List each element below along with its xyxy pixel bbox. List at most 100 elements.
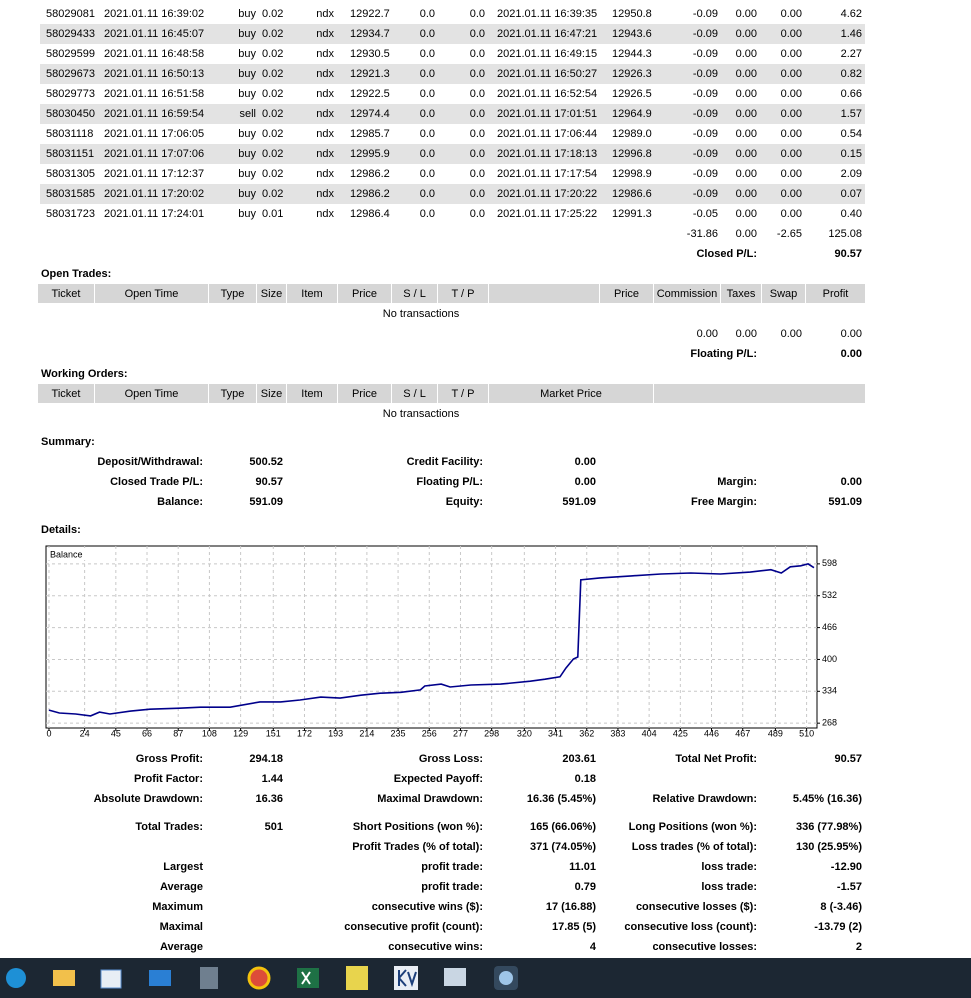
trade-cell: -0.09 [693,168,718,180]
trade-cell: 0.02 [262,108,283,120]
x-tick-label: 256 [422,728,437,738]
x-tick-label: 24 [80,728,90,738]
trade-cell: 0.0 [470,108,485,120]
trade-cell: 0.00 [736,108,757,120]
stat-value: 165 (66.06%) [530,821,596,833]
y-tick-label: 532 [822,590,837,600]
trade-cell: 2021.01.11 17:12:37 [104,168,204,180]
trade-cell: 0.00 [736,28,757,40]
x-tick-label: 446 [704,728,719,738]
trade-cell: 12930.5 [350,48,390,60]
header-cell: S / L [403,288,426,300]
trade-cell: 2021.01.11 16:50:13 [104,68,204,80]
stat-label: Maximum [152,901,203,913]
trade-cell: 0.02 [262,88,283,100]
trade-cell: 2021.01.11 17:24:01 [104,208,204,220]
taskbar-bg [0,958,971,998]
mail-icon[interactable] [149,970,171,986]
stat-label: Maximal [160,921,203,933]
trade-cell: 12986.4 [350,208,390,220]
stat-label: consecutive wins ($): [372,901,483,913]
stat-value: 17 (16.88) [546,901,596,913]
trade-cell: 0.00 [781,108,802,120]
trade-cell: buy [238,168,256,180]
x-tick-label: 320 [517,728,532,738]
excel-icon[interactable] [297,968,319,988]
trade-cell: -0.09 [693,188,718,200]
stat-value: -13.79 (2) [814,921,862,933]
trade-cell: 0.02 [262,48,283,60]
trade-cell: 0.00 [781,68,802,80]
row-bg [40,24,865,44]
stat-value: 8 (-3.46) [820,901,862,913]
trade-cell: 0.02 [262,8,283,20]
trade-cell: ndx [316,208,334,220]
trade-cell: ndx [316,128,334,140]
trade-cell: 0.00 [736,128,757,140]
trade-cell: 0.0 [470,28,485,40]
stat-label: Expected Payoff: [394,773,483,785]
trade-cell: 12996.8 [612,148,652,160]
result-label: Closed P/L: [696,248,757,260]
app-icon[interactable] [346,966,368,990]
trade-cell: 2021.01.11 16:51:58 [104,88,204,100]
stat-label: Average [160,881,203,893]
calculator-icon[interactable] [200,967,218,989]
trade-cell: 12974.4 [350,108,390,120]
trade-cell: 0.07 [841,188,862,200]
stat-label: Absolute Drawdown: [94,793,203,805]
stat-label: Balance: [157,496,203,508]
total-cell: 0.00 [841,328,862,340]
stat-label: profit trade: [421,881,483,893]
x-tick-label: 45 [111,728,121,738]
trade-cell: 12934.7 [350,28,390,40]
trade-cell: 0.0 [470,168,485,180]
taskbar [0,958,971,998]
trade-cell: 2021.01.11 17:07:06 [104,148,204,160]
row-bg [40,104,865,124]
trade-cell: -0.09 [693,148,718,160]
empty-note: No transactions [383,308,460,320]
x-tick-label: 66 [142,728,152,738]
trade-cell: 58031585 [46,188,95,200]
header-cell: Type [221,388,245,400]
stat-label: Profit Trades (% of total): [352,841,483,853]
chrome-icon[interactable] [247,966,271,990]
trade-cell: 2021.01.11 16:39:02 [104,8,204,20]
trade-cell: 12986.6 [612,188,652,200]
y-tick-label: 466 [822,622,837,632]
trade-cell: buy [238,208,256,220]
trade-cell: -0.09 [693,128,718,140]
trade-cell: 12926.5 [612,88,652,100]
y-tick-label: 334 [822,686,837,696]
header-cell: Price [352,288,377,300]
trade-cell: ndx [316,188,334,200]
trade-cell: 58029673 [46,68,95,80]
stat-label: loss trade: [701,861,757,873]
explorer-icon[interactable] [53,970,75,986]
x-tick-label: 425 [673,728,688,738]
store-icon[interactable] [100,969,122,989]
trade-cell: buy [238,28,256,40]
total-cell: 125.08 [828,228,862,240]
trade-cell: 58031723 [46,208,95,220]
stat-value: -12.90 [831,861,862,873]
trade-cell: 0.0 [420,128,435,140]
x-tick-label: 510 [799,728,814,738]
x-tick-label: 0 [46,728,51,738]
stat-label: consecutive losses ($): [636,901,757,913]
stat-label: consecutive wins: [388,941,483,953]
stat-label: Floating P/L: [416,476,483,488]
trade-cell: 0.00 [781,88,802,100]
trade-cell: 58031305 [46,168,95,180]
trade-cell: 0.0 [420,88,435,100]
trade-cell: 0.00 [781,188,802,200]
trade-cell: 58029599 [46,48,95,60]
header-cell: T / P [451,388,474,400]
x-tick-label: 362 [579,728,594,738]
total-cell: -31.86 [687,228,718,240]
monitor-icon[interactable] [444,968,466,986]
stat-label: Total Net Profit: [675,753,757,765]
edge-icon[interactable] [6,968,26,988]
